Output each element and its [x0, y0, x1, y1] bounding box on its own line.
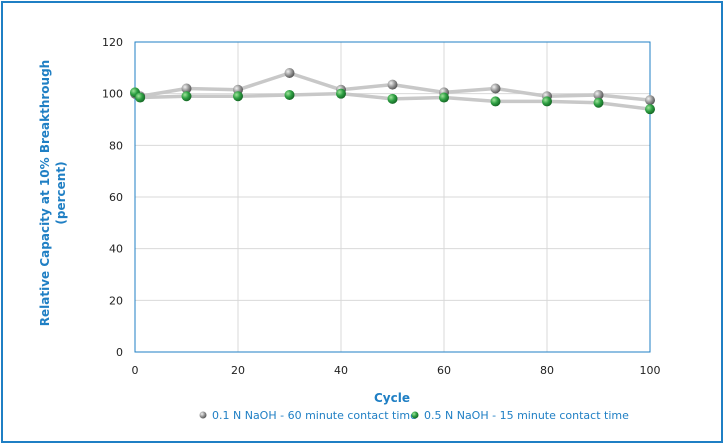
- legend-label-0: 0.1 N NaOH - 60 minute contact time: [212, 409, 417, 422]
- y-tick-label: 20: [109, 294, 123, 307]
- plot-area-border: [134, 41, 651, 353]
- y-tick-label: 100: [102, 88, 123, 101]
- data-point-series-1: [233, 91, 243, 102]
- data-point-series-1: [490, 96, 501, 107]
- legend: 0.1 N NaOH - 60 minute contact time 0.5 N…: [199, 409, 629, 422]
- data-point-series-1: [542, 96, 552, 107]
- legend-marker-0: [199, 411, 207, 419]
- y-tick-label: 0: [116, 346, 123, 359]
- data-point-series-1: [593, 97, 604, 108]
- data-point-series-0: [181, 83, 192, 94]
- series-line-0: [134, 71, 651, 102]
- data-point-series-0: [645, 95, 655, 106]
- y-tick-label: 40: [109, 243, 123, 256]
- data-point-series-1: [284, 89, 295, 100]
- data-point-series-1: [135, 92, 146, 103]
- x-tick-labels: 0 20 40 60 80 100: [132, 364, 661, 377]
- x-tick-label: 80: [540, 364, 554, 377]
- y-axis-title-line2: (percent): [54, 161, 68, 224]
- y-tick-label: 120: [102, 36, 123, 49]
- series-line-1: [133, 91, 651, 111]
- series-group: [130, 68, 655, 115]
- y-axis-title-line1: Relative Capacity at 10% Breakthrough: [38, 60, 52, 326]
- data-point-series-1: [387, 93, 398, 104]
- x-tick-label: 60: [437, 364, 451, 377]
- x-tick-label: 0: [132, 364, 139, 377]
- data-point-series-1: [439, 92, 449, 103]
- data-point-series-1: [181, 91, 192, 102]
- legend-marker-1: [411, 411, 419, 419]
- data-point-series-0: [490, 83, 501, 94]
- x-axis-title: Cycle: [374, 391, 410, 405]
- x-tick-label: 40: [334, 364, 348, 377]
- x-tick-label: 100: [640, 364, 661, 377]
- y-tick-label: 80: [109, 139, 123, 152]
- data-point-series-1: [645, 104, 655, 115]
- x-tick-label: 20: [231, 364, 245, 377]
- legend-label-1: 0.5 N NaOH - 15 minute contact time: [424, 409, 629, 422]
- data-point-series-0: [593, 89, 604, 100]
- y-tick-label: 60: [109, 191, 123, 204]
- data-point-series-0: [284, 68, 295, 78]
- data-point-series-0: [387, 79, 398, 90]
- y-tick-labels: 0 20 40 60 80 100 120: [102, 36, 123, 359]
- data-point-series-1: [336, 88, 346, 99]
